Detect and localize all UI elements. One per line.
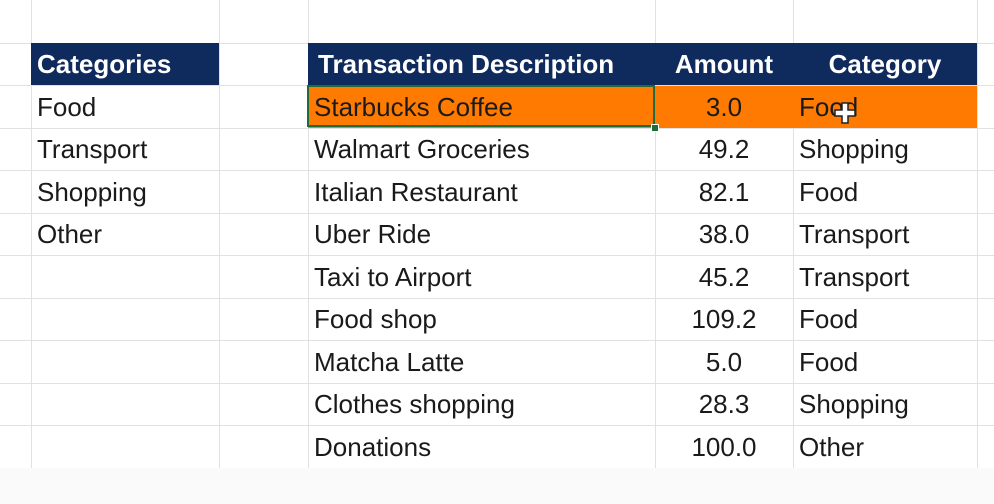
table-row-amount[interactable]: 45.2	[698, 262, 750, 292]
header-category[interactable]: Category	[828, 49, 942, 79]
grid-line	[0, 128, 994, 129]
table-row-category[interactable]: Transport	[799, 262, 910, 292]
table-row-amount[interactable]: 109.2	[691, 304, 757, 334]
table-row-description[interactable]: Walmart Groceries	[314, 134, 530, 164]
grid-line	[0, 383, 994, 384]
table-row-category[interactable]: Transport	[799, 219, 910, 249]
active-cell-selection[interactable]	[307, 85, 655, 127]
table-row-amount[interactable]: 3.0	[705, 92, 743, 122]
category-item[interactable]: Other	[37, 219, 103, 249]
grid-line	[0, 213, 994, 214]
table-row-category[interactable]: Shopping	[799, 389, 909, 419]
table-row-description[interactable]: Matcha Latte	[314, 347, 465, 377]
grid-line	[0, 340, 994, 341]
table-row-amount[interactable]: 28.3	[698, 389, 750, 419]
table-row-description[interactable]: Food shop	[314, 304, 437, 334]
grid-line	[31, 0, 32, 504]
table-row-description[interactable]: Italian Restaurant	[314, 177, 518, 207]
table-row-description[interactable]: Uber Ride	[314, 219, 432, 249]
category-item[interactable]: Transport	[37, 134, 148, 164]
grid-line	[977, 0, 978, 504]
category-item[interactable]: Food	[37, 92, 97, 122]
header-amount[interactable]: Amount	[674, 49, 774, 79]
category-item[interactable]: Shopping	[37, 177, 147, 207]
table-row-amount[interactable]: 38.0	[698, 219, 750, 249]
table-row-category[interactable]: Food	[799, 304, 859, 334]
transactions-header-row	[308, 43, 977, 85]
move-cursor-icon	[834, 102, 856, 124]
table-row-amount[interactable]: 100.0	[691, 432, 757, 462]
header-transaction-description[interactable]: Transaction Description	[318, 49, 615, 79]
fill-handle[interactable]	[651, 124, 659, 132]
grid-line	[655, 0, 656, 504]
table-row-category[interactable]: Food	[799, 92, 859, 122]
table-row-category[interactable]: Food	[799, 177, 859, 207]
grid-line	[0, 170, 994, 171]
table-row-amount[interactable]: 5.0	[705, 347, 743, 377]
table-row-category[interactable]: Food	[799, 347, 859, 377]
grid-line	[219, 0, 220, 504]
table-row-amount[interactable]: 49.2	[698, 134, 750, 164]
table-row-description[interactable]: Starbucks Coffee	[314, 92, 513, 122]
table-row-description[interactable]: Taxi to Airport	[314, 262, 472, 292]
grid-line	[0, 298, 994, 299]
table-row-description[interactable]: Clothes shopping	[314, 389, 515, 419]
table-row-category[interactable]: Other	[799, 432, 865, 462]
grid-line	[308, 0, 309, 504]
highlighted-row	[308, 86, 977, 128]
categories-header[interactable]: Categories	[31, 43, 219, 85]
table-row-category[interactable]: Shopping	[799, 134, 909, 164]
grid-line	[0, 255, 994, 256]
bottom-band	[0, 468, 994, 504]
table-row-amount[interactable]: 82.1	[698, 177, 750, 207]
grid-line	[0, 425, 994, 426]
table-row-description[interactable]: Donations	[314, 432, 432, 462]
grid-line	[793, 0, 794, 504]
